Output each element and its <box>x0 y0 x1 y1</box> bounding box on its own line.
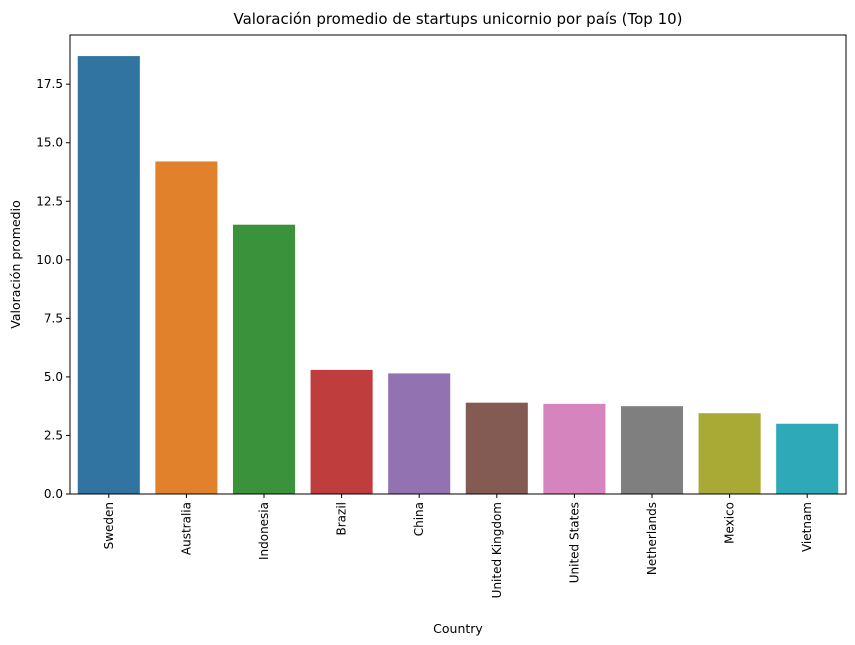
bar-vietnam <box>776 423 839 494</box>
bar-united-kingdom <box>465 402 528 494</box>
bars-group <box>77 56 839 495</box>
x-axis-label: Country <box>433 621 483 636</box>
y-tick-label: 0.0 <box>44 487 63 501</box>
y-tick-label: 2.5 <box>44 428 63 442</box>
bar-china <box>388 373 451 494</box>
x-axis-ticks: Sweden Australia Indonesia Brazil China Unite… <box>102 494 814 598</box>
x-tick-label: United Kingdom <box>490 502 504 598</box>
y-tick-label: 17.5 <box>36 77 63 91</box>
bar-netherlands <box>620 406 684 494</box>
x-tick-label: Mexico <box>723 502 737 544</box>
x-tick-label: Australia <box>179 502 193 555</box>
x-tick-label: Indonesia <box>257 502 271 560</box>
y-tick-label: 12.5 <box>36 194 63 208</box>
y-tick-label: 7.5 <box>44 311 63 325</box>
y-axis-label: Valoración promedio <box>8 200 23 328</box>
plot-frame <box>69 34 847 495</box>
y-tick-label: 10.0 <box>36 253 63 267</box>
x-tick-label: Sweden <box>102 502 116 549</box>
bar-australia <box>155 161 218 495</box>
x-tick-label: Netherlands <box>645 502 659 575</box>
y-tick-label: 5.0 <box>44 370 63 384</box>
y-tick-label: 15.0 <box>36 136 63 150</box>
y-axis-ticks: 0.0 2.5 5.0 7.5 10.0 12.5 15.0 17.5 <box>36 77 70 501</box>
x-tick-label: China <box>412 502 426 536</box>
bar-indonesia <box>232 224 296 494</box>
bar-united-states <box>543 403 606 494</box>
bar-brazil <box>310 369 373 494</box>
bar-sweden <box>77 56 140 494</box>
x-tick-label: United States <box>567 502 581 583</box>
plot-area: 0.0 2.5 5.0 7.5 10.0 12.5 15.0 17.5 Sweden Austr… <box>36 34 847 598</box>
x-tick-label: Vietnam <box>800 502 814 552</box>
x-tick-label: Brazil <box>335 502 349 536</box>
chart-title: Valoración promedio de startups unicorni… <box>233 10 682 28</box>
bar-mexico <box>698 413 761 494</box>
